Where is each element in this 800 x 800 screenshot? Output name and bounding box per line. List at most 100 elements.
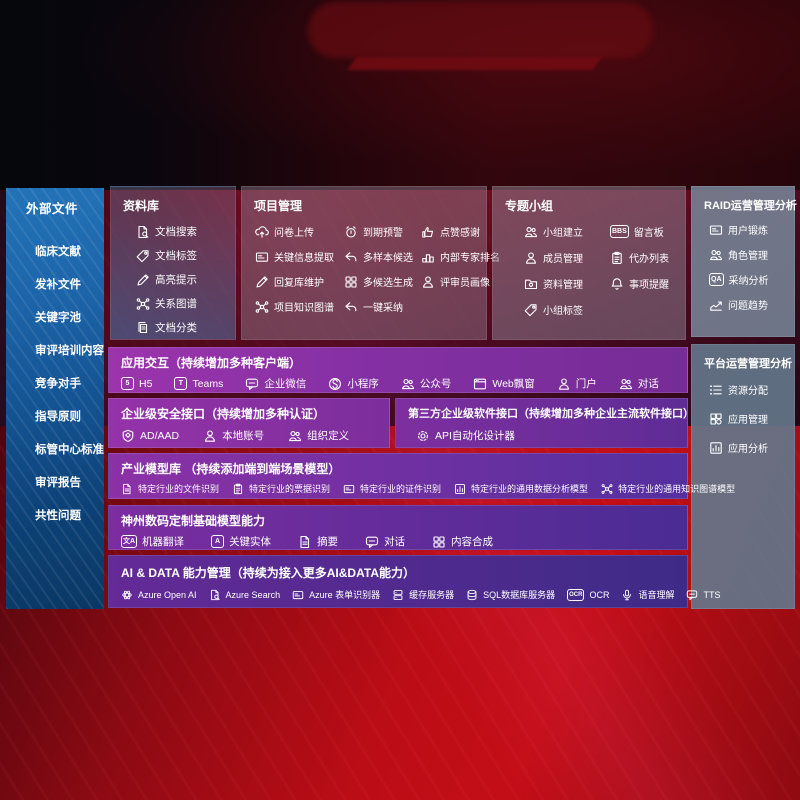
feature-label: 小组标签	[543, 306, 583, 317]
one-click-adopt-icon	[344, 300, 358, 314]
h5-icon: 5	[121, 377, 134, 390]
feature-label: 应用管理	[728, 415, 768, 426]
org-definition-icon	[288, 429, 302, 443]
feature-label: 特定行业的通用知识图谱模型	[618, 484, 736, 494]
feature-item: 问卷上传	[255, 224, 344, 239]
feature-label: 语音理解	[638, 590, 675, 600]
feature-item: 多样本候选	[344, 249, 421, 264]
sidebar-item: 审评培训内容	[35, 345, 104, 357]
feature-item: 文A 机器翻译	[121, 534, 184, 549]
role-manage-icon	[709, 248, 723, 262]
feature-label: 本地账号	[222, 430, 265, 442]
feature-label: 小组建立	[543, 228, 583, 239]
basemodel-feature-list: 文A 机器翻译 A 关键实体 摘要 对话 内容合成	[121, 534, 675, 549]
feature-label: 特定行业的文件识别	[138, 484, 220, 494]
key-entity-icon: A	[211, 535, 225, 548]
id-recognition-icon	[343, 483, 355, 495]
feature-label: 问卷上传	[274, 228, 314, 239]
feature-item: 本地账号	[203, 428, 264, 443]
feature-label: 特定行业的票据识别	[249, 484, 331, 494]
feature-label: 回复库维护	[274, 278, 324, 289]
alarm-icon	[344, 225, 358, 239]
sidebar-item: 共性问题	[35, 510, 81, 522]
feature-item: 企业微信	[245, 376, 306, 391]
thirdparty-feature-list: API自动化设计器	[416, 428, 675, 443]
feature-item: 评审员画像	[421, 274, 500, 289]
feature-label: 用户锻炼	[728, 226, 768, 237]
enterprise-security-row: 企业级安全接口（持续增加多种认证） AD/AAD 本地账号 组织定义	[108, 398, 390, 448]
feature-item: 小组建立	[524, 224, 610, 239]
feature-item: 事项提醒	[610, 276, 675, 291]
tag-icon	[136, 249, 150, 263]
panel-title: RAID运营管理分析	[704, 200, 797, 212]
feature-item: 小组标签	[524, 302, 610, 317]
api-designer-icon	[416, 429, 430, 443]
feature-item: 摘要	[298, 534, 338, 549]
feature-label: 高亮提示	[155, 274, 197, 286]
feature-item: 应用分析	[709, 440, 784, 455]
repository-feature-list: 文档搜索 文档标签 高亮提示 关系图谱 文档分类	[136, 224, 225, 335]
app-interaction-row: 应用交互（持续增加多种客户端） 5 H5 T Teams 企业微信 小程序 公众号 Web飘窗…	[108, 347, 688, 393]
interaction-feature-list: 5 H5 T Teams 企业微信 小程序 公众号 Web飘窗 门户 对话	[121, 376, 675, 391]
feature-label: Azure Search	[225, 589, 281, 600]
industry-model-row: 产业模型库 （持续添加端到端场景模型） 特定行业的文件识别 特定行业的票据识别 特定…	[108, 453, 735, 499]
feature-item: 关键信息提取	[255, 249, 344, 264]
feature-label: 多样本候选	[363, 253, 413, 264]
industry-feature-list: 特定行业的文件识别 特定行业的票据识别 特定行业的证件识别 特定行业的通用数据分析模型…	[121, 482, 735, 495]
project-knowledge-graph-icon	[255, 300, 269, 314]
row-title: 神州数码定制基础模型能力	[121, 514, 266, 528]
panel-title: 专题小组	[505, 199, 554, 213]
feature-label: Azure 表单识别器	[309, 590, 381, 600]
feature-item: 门户	[557, 376, 597, 391]
feature-item: 特定行业的证件识别	[343, 482, 441, 495]
feature-item: 资源分配	[709, 382, 784, 397]
portal-icon	[557, 377, 571, 391]
feature-label: 公众号	[419, 378, 452, 390]
feature-label: 到期预警	[363, 228, 403, 239]
dialog-icon	[619, 377, 633, 391]
external-files-panel: 外部文件 临床文献 发补文件 关键字池 审评培训内容 竞争对手 指导原则 标管中心标准 审评报…	[6, 188, 104, 609]
feature-label: 关键信息提取	[274, 253, 334, 264]
feature-item: 文档标签	[136, 248, 225, 263]
multi-sample-icon	[344, 250, 358, 264]
feature-label: Web飘窗	[492, 378, 535, 390]
feature-label: 关键实体	[229, 536, 272, 548]
doc-category-icon	[136, 321, 150, 335]
feature-label: 小程序	[347, 378, 379, 390]
feature-label: 应用分析	[728, 444, 768, 455]
feature-item: 特定行业的票据识别	[232, 482, 330, 495]
feature-item: T Teams	[174, 377, 223, 390]
feature-label: 组织定义	[307, 430, 350, 442]
feature-item: 问题趋势	[709, 297, 784, 312]
feature-label: API自动化设计器	[435, 430, 515, 442]
panel-title: 平台运营管理分析	[704, 358, 792, 370]
row-title: 产业模型库 （持续添加端到端场景模型）	[121, 462, 341, 476]
feature-label: 文档分类	[155, 322, 197, 334]
sidebar-item: 发补文件	[35, 279, 81, 291]
feature-item: Web飘窗	[473, 376, 535, 391]
feature-item: Azure Search	[209, 589, 281, 601]
knowledge-graph-model-icon	[601, 483, 613, 495]
feature-label: OCR	[589, 589, 610, 600]
resource-allocation-icon	[709, 383, 723, 397]
sidebar-item: 指导原则	[35, 411, 81, 423]
thirdparty-interface-row: 第三方企业级软件接口（持续增加多种企业主流软件接口） API自动化设计器	[395, 398, 694, 448]
feature-label: TTS	[703, 589, 721, 600]
feature-label: 对话	[637, 378, 659, 390]
group-create-icon	[524, 225, 538, 239]
feature-item: 文档搜索	[136, 224, 225, 239]
feature-label: 评审员画像	[440, 278, 490, 289]
feature-label: H5	[139, 377, 153, 390]
feature-item: 语音理解	[621, 588, 674, 601]
feature-label: SQL数据库服务器	[483, 590, 556, 600]
feature-label: 内容合成	[451, 536, 494, 548]
feature-item: API自动化设计器	[416, 428, 515, 443]
feature-item: 公众号	[401, 376, 452, 391]
feature-label: 文档搜索	[155, 226, 197, 238]
feature-item: 到期预警	[344, 224, 421, 239]
dialog-icon	[365, 535, 379, 549]
reviewer-portrait-icon	[421, 275, 435, 289]
key-info-extract-icon	[255, 250, 269, 264]
platform-analysis-panel: 平台运营管理分析 资源分配应用管理应用分析	[691, 344, 795, 609]
feature-item: 小程序	[328, 376, 379, 391]
